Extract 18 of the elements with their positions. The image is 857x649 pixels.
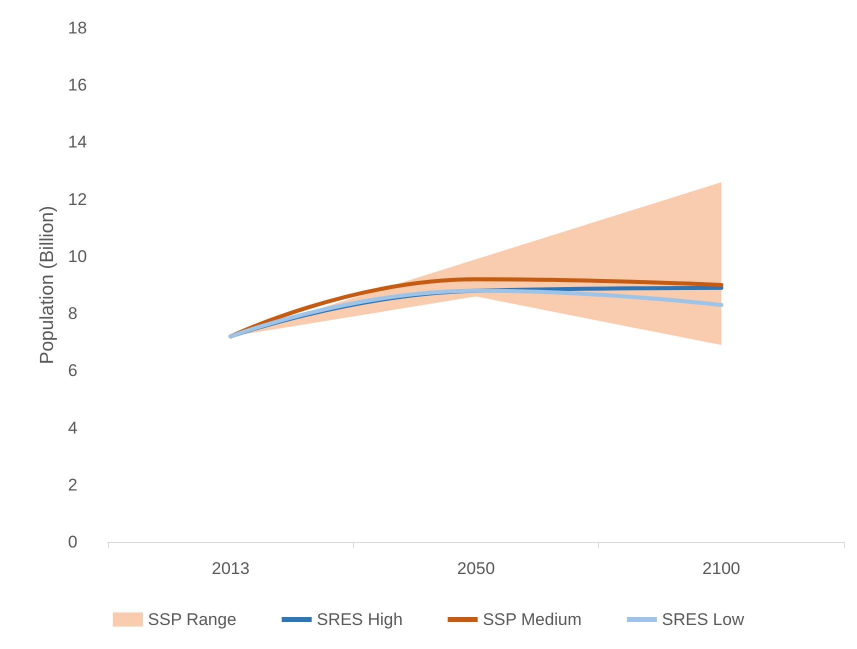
legend-label: SSP Range	[148, 610, 236, 629]
y-tick-label: 8	[68, 304, 78, 324]
y-tick-label: 18	[68, 18, 87, 38]
y-tick-label: 6	[68, 361, 78, 380]
y-tick-label: 2	[68, 475, 78, 494]
y-tick-label: 14	[68, 132, 87, 152]
x-tick-label: 2100	[702, 559, 740, 578]
legend-label: SRES Low	[662, 610, 745, 629]
y-axis-title: Population (Billion)	[37, 206, 58, 364]
y-tick-label: 4	[68, 418, 78, 438]
y-tick-label: 0	[68, 532, 78, 552]
y-tick-label: 10	[68, 246, 87, 266]
legend-label: SRES High	[316, 610, 403, 629]
legend-label: SSP Medium	[482, 610, 582, 629]
y-tick-label: 16	[68, 76, 87, 95]
y-tick-label: 12	[68, 190, 87, 209]
x-tick-label: 2050	[457, 559, 495, 578]
x-tick-label: 2013	[212, 559, 250, 578]
